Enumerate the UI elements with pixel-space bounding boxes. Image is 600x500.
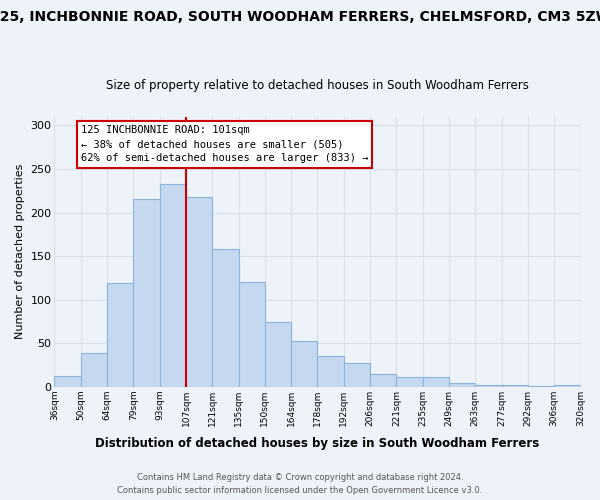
Bar [422,377,449,386]
Bar [502,385,528,386]
Bar [344,363,370,386]
Bar [212,249,239,386]
X-axis label: Distribution of detached houses by size in South Woodham Ferrers: Distribution of detached houses by size … [95,437,539,450]
Bar [370,374,397,386]
Bar [107,283,133,387]
Bar [133,198,160,386]
Bar [55,376,81,386]
Bar [186,197,212,386]
Bar [554,385,581,386]
Bar [160,184,186,386]
Text: 125 INCHBONNIE ROAD: 101sqm
← 38% of detached houses are smaller (505)
62% of se: 125 INCHBONNIE ROAD: 101sqm ← 38% of det… [81,126,368,164]
Bar [291,340,317,386]
Bar [475,385,502,386]
Y-axis label: Number of detached properties: Number of detached properties [15,164,25,340]
Text: 125, INCHBONNIE ROAD, SOUTH WOODHAM FERRERS, CHELMSFORD, CM3 5ZW: 125, INCHBONNIE ROAD, SOUTH WOODHAM FERR… [0,10,600,24]
Title: Size of property relative to detached houses in South Woodham Ferrers: Size of property relative to detached ho… [106,79,529,92]
Bar [265,322,291,386]
Bar [81,353,107,386]
Bar [397,377,422,386]
Bar [449,384,475,386]
Bar [317,356,344,386]
Bar [239,282,265,387]
Text: Contains HM Land Registry data © Crown copyright and database right 2024.
Contai: Contains HM Land Registry data © Crown c… [118,474,482,495]
